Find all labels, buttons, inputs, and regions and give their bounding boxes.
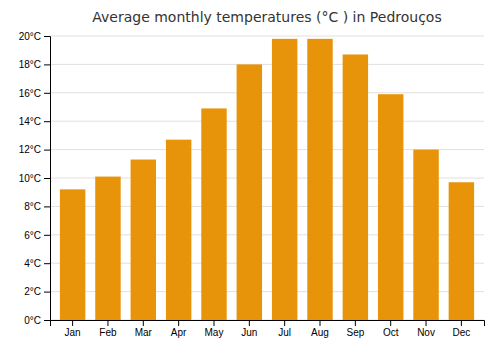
y-tick-label: 14°C	[19, 116, 41, 127]
y-tick: 14°C	[19, 116, 50, 127]
x-tick-mark	[213, 320, 214, 326]
x-tick: Nov	[417, 320, 435, 338]
y-tick: 8°C	[24, 201, 50, 212]
x-tick: Mar	[135, 320, 153, 338]
bar	[95, 177, 120, 320]
x-axis-line	[51, 321, 485, 327]
x-tick-mark	[143, 320, 144, 326]
x-tick-mark	[355, 320, 356, 326]
y-axis: 0°C 2°C 4°C 6°C 8°C 10°C 12°C 14°C 16°C 18°C 20°C	[19, 31, 51, 326]
y-tick-mark	[44, 64, 50, 65]
x-tick: Sep	[346, 320, 364, 338]
x-tick: Apr	[171, 320, 187, 338]
x-tick-label: Sep	[346, 327, 364, 338]
y-tick: 6°C	[24, 230, 50, 241]
y-tick-label: 18°C	[19, 59, 41, 70]
y-tick-mark	[44, 206, 50, 207]
y-tick: 18°C	[19, 59, 50, 70]
x-tick: May	[205, 320, 224, 338]
grid-line	[50, 92, 484, 93]
y-tick-label: 6°C	[24, 230, 41, 241]
bar	[272, 39, 297, 320]
bars	[60, 39, 474, 320]
y-tick-label: 8°C	[24, 201, 41, 212]
x-tick-mark	[107, 320, 108, 326]
y-tick-label: 10°C	[19, 173, 41, 184]
bar	[413, 150, 438, 320]
x-tick-label: Apr	[171, 327, 187, 338]
x-tick-label: Feb	[99, 327, 117, 338]
y-tick-mark	[44, 263, 50, 264]
y-tick: 16°C	[19, 88, 50, 99]
y-tick-mark	[44, 292, 50, 293]
x-tick: Oct	[383, 320, 399, 338]
x-tick-label: May	[205, 327, 224, 338]
bar	[60, 189, 85, 320]
bar	[307, 39, 332, 320]
y-tick-mark	[44, 36, 50, 37]
chart-svg: Jan Feb Mar Apr May Jun Jul Aug Sep Oct Nov Dec 0°C 2…	[0, 0, 500, 350]
x-tick-label: Aug	[311, 327, 329, 338]
bar	[378, 94, 403, 320]
x-tick-label: Dec	[452, 327, 470, 338]
y-tick: 0°C	[24, 315, 50, 326]
x-tick-label: Oct	[383, 327, 399, 338]
bar	[237, 64, 262, 320]
y-tick-label: 2°C	[24, 286, 41, 297]
chart-container: Jan Feb Mar Apr May Jun Jul Aug Sep Oct Nov Dec 0°C 2…	[0, 0, 500, 350]
y-tick-mark	[44, 150, 50, 151]
y-tick-label: 16°C	[19, 88, 41, 99]
grid	[50, 36, 484, 320]
y-axis-line	[44, 37, 51, 321]
x-tick-mark	[461, 320, 462, 326]
y-tick-label: 4°C	[24, 258, 41, 269]
x-tick-label: Mar	[135, 327, 153, 338]
y-tick-label: 12°C	[19, 144, 41, 155]
title: Average monthly temperatures (°C ) in Pe…	[92, 9, 441, 25]
x-axis: Jan Feb Mar Apr May Jun Jul Aug Sep Oct Nov Dec	[51, 320, 485, 338]
y-tick-label: 20°C	[19, 31, 41, 42]
x-tick-mark	[249, 320, 250, 326]
bar	[166, 140, 191, 320]
plot-area: Jan Feb Mar Apr May Jun Jul Aug Sep Oct Nov Dec 0°C 2…	[19, 31, 485, 338]
x-tick: Aug	[311, 320, 329, 338]
x-tick-mark	[320, 320, 321, 326]
x-tick: Jul	[278, 320, 291, 338]
bar	[343, 54, 368, 320]
x-tick: Jun	[241, 320, 257, 338]
y-tick: 10°C	[19, 173, 50, 184]
y-tick-mark	[44, 93, 50, 94]
x-tick-label: Jul	[278, 327, 291, 338]
y-tick-label: 0°C	[24, 315, 41, 326]
x-tick-label: Jan	[65, 327, 81, 338]
x-tick-mark	[426, 320, 427, 326]
x-tick: Dec	[452, 320, 470, 338]
y-tick: 20°C	[19, 31, 50, 42]
grid-line	[50, 121, 484, 122]
x-tick-mark	[284, 320, 285, 326]
grid-line	[50, 36, 484, 37]
x-tick-label: Nov	[417, 327, 435, 338]
x-tick-mark	[72, 320, 73, 326]
y-tick: 2°C	[24, 286, 50, 297]
y-tick-mark	[44, 320, 50, 321]
x-tick-label: Jun	[241, 327, 257, 338]
y-tick-mark	[44, 121, 50, 122]
x-tick-mark	[178, 320, 179, 326]
x-tick-mark	[390, 320, 391, 326]
bar	[131, 160, 156, 320]
bar	[201, 108, 226, 320]
bar	[449, 182, 474, 320]
y-tick-mark	[44, 178, 50, 179]
y-tick: 12°C	[19, 144, 50, 155]
y-tick: 4°C	[24, 258, 50, 269]
x-tick: Feb	[99, 320, 117, 338]
y-tick-mark	[44, 235, 50, 236]
x-tick: Jan	[65, 320, 81, 338]
grid-line	[50, 64, 484, 65]
